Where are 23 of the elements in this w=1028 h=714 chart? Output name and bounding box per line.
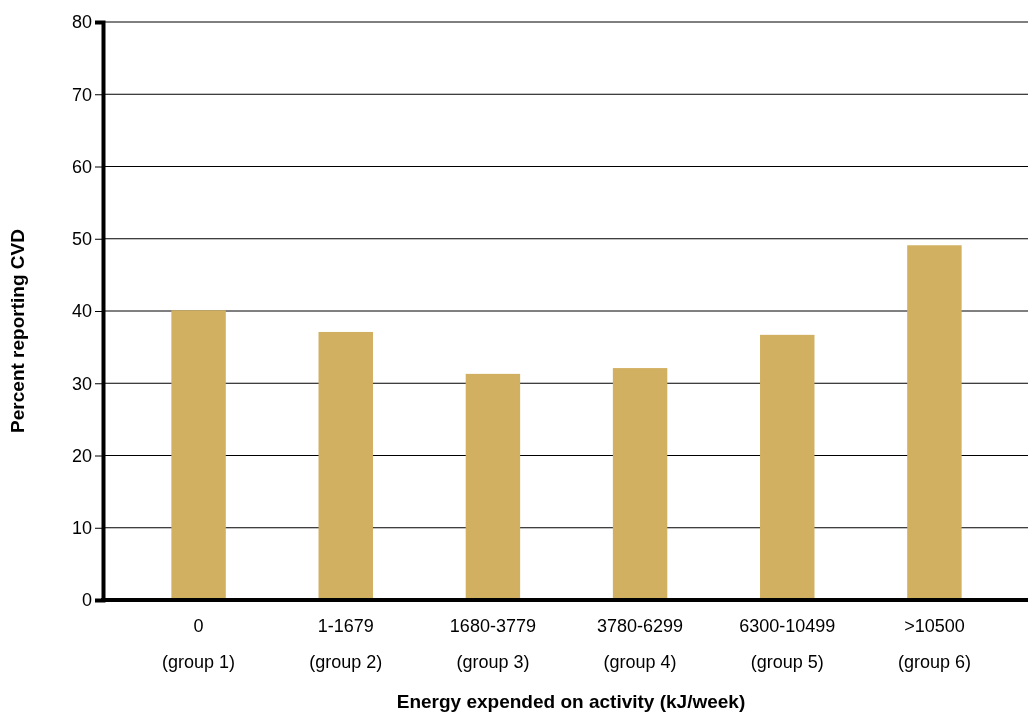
x-tick-label: 3780-6299 (group 4) — [597, 616, 684, 672]
bar — [318, 331, 373, 600]
x-tick-label: 0 (group 1) — [162, 616, 236, 672]
x-tick-label: 6300-10499 (group 5) — [739, 616, 836, 672]
x-tick-label: 1680-3779 (group 3) — [449, 616, 536, 672]
x-axis-title: Energy expended on activity (kJ/week) — [396, 691, 746, 712]
y-tick-label: 10 — [71, 518, 92, 539]
y-tick-label: 70 — [71, 84, 92, 105]
bar — [907, 245, 962, 600]
y-tick-label: 80 — [71, 12, 92, 33]
y-tick-label: 50 — [71, 229, 92, 250]
y-tick-label: 40 — [71, 301, 92, 322]
y-axis-title: Percent reporting CVD — [7, 229, 28, 433]
x-tick-label: >10500 (group 6) — [897, 616, 971, 672]
x-tick-label: 1-1679 (group 2) — [309, 616, 383, 672]
y-tick-label: 60 — [71, 156, 92, 177]
y-tick-label: 0 — [81, 590, 92, 611]
y-tick-label: 20 — [71, 445, 92, 466]
bar — [760, 334, 815, 600]
bar — [465, 373, 521, 600]
bar — [612, 368, 668, 600]
bar — [171, 310, 226, 600]
y-tick-label: 30 — [71, 373, 92, 394]
